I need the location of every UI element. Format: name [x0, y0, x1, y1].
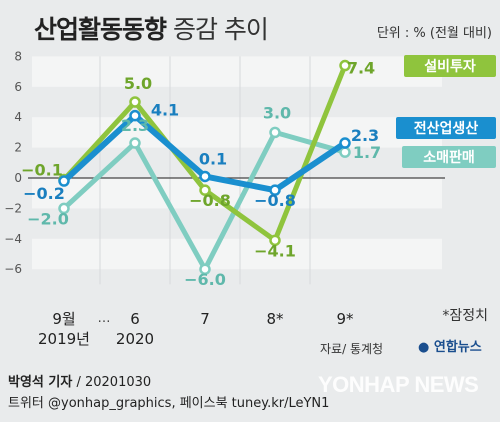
data-point	[129, 109, 141, 122]
footnote: *잠정치	[442, 308, 488, 324]
data-label: 5.0	[124, 74, 152, 93]
data-label: 2.3	[121, 116, 149, 135]
data-point	[339, 146, 351, 158]
logo: ● 연합뉴스	[418, 340, 482, 355]
data-label: 7.4	[347, 59, 375, 78]
y-tick-label: 6	[14, 80, 22, 94]
watermark: YONHAP NEWS	[318, 372, 479, 397]
data-label: −0.8	[189, 191, 231, 210]
data-label: −4.1	[254, 241, 296, 260]
legend-label: 전산업생산	[414, 120, 479, 137]
grid-band	[32, 56, 442, 87]
data-point	[129, 137, 141, 149]
data-point	[58, 202, 70, 215]
data-point	[199, 184, 211, 196]
x-tick-label: 6	[130, 310, 140, 328]
data-point	[199, 263, 211, 275]
x-tick-label: 8*	[266, 310, 284, 328]
page-title: 산업활동동향 증감 추이	[34, 10, 269, 46]
logo-text: 연합뉴스	[433, 340, 482, 355]
x-tick-label: 2020	[116, 330, 154, 348]
title-sub: 증감 추이	[172, 15, 269, 44]
data-label: 3.0	[263, 103, 291, 122]
data-label: −0.2	[23, 184, 65, 203]
y-tick-label: 8	[14, 49, 22, 63]
credit-line-1: 박영석 기자 / 20201030	[8, 375, 152, 390]
legend-box	[402, 146, 496, 168]
data-point	[339, 59, 351, 72]
source-label: 자료/ 통계청	[320, 342, 384, 356]
data-label: 4.1	[151, 101, 179, 120]
data-point	[269, 234, 281, 247]
data-point	[269, 184, 281, 196]
y-tick-label: −2	[4, 201, 22, 215]
data-point	[58, 175, 70, 187]
x-tick-label: 9월	[52, 310, 75, 328]
data-label: −6.0	[184, 270, 226, 289]
title-main: 산업활동동향	[34, 15, 167, 44]
y-tick-label: −4	[4, 232, 22, 246]
data-label: −0.1	[21, 161, 63, 180]
data-label: −2.0	[27, 209, 69, 228]
unit-label: 단위 : % (전월 대비)	[376, 26, 492, 41]
data-point	[199, 170, 211, 183]
legend-label: 설비투자	[424, 59, 476, 75]
credit-social: 트위터 @yonhap_graphics, 페이스북 tuney.kr/LeYN…	[8, 396, 330, 411]
y-tick-label: 2	[14, 141, 22, 155]
legend-box	[396, 117, 496, 139]
legend-label: 소매판매	[423, 150, 475, 166]
data-label: −0.8	[254, 191, 296, 210]
legend-box	[404, 55, 496, 77]
data-label: 0.1	[199, 149, 227, 168]
data-point	[339, 137, 351, 149]
x-tick-label: 7	[200, 310, 210, 328]
x-gap-marker: …	[98, 311, 111, 326]
x-tick-label: 2019년	[38, 330, 90, 348]
y-tick-label: 0	[14, 171, 22, 185]
x-tick-label: 9*	[336, 310, 354, 328]
credit-date: 20201030	[84, 375, 152, 390]
y-tick-label: −6	[4, 262, 22, 276]
credit-author: 박영석 기자	[8, 375, 73, 390]
data-point	[129, 96, 141, 108]
grid-band	[32, 238, 442, 270]
data-point	[269, 126, 281, 139]
data-label: 1.7	[353, 143, 381, 162]
data-label: 2.3	[351, 126, 379, 145]
y-tick-label: 4	[14, 110, 22, 124]
